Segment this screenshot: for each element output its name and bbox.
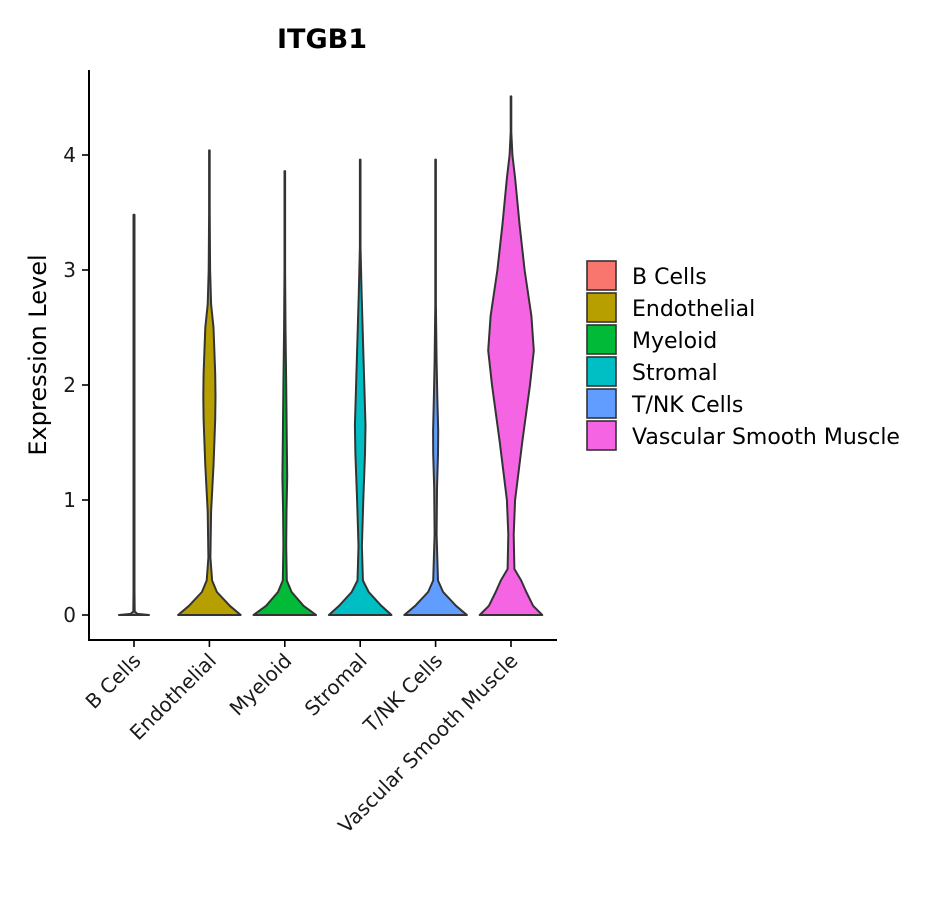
legend-label-endothelial: Endothelial bbox=[632, 297, 755, 322]
x-tick-label-stromal: Stromal bbox=[300, 649, 372, 721]
violin-myeloid bbox=[252, 170, 318, 616]
legend-label-b-cells: B Cells bbox=[632, 265, 707, 290]
y-tick-label: 0 bbox=[63, 603, 76, 627]
y-axis-ticks: 0 1 2 3 4 bbox=[63, 143, 89, 627]
legend-label-myeloid: Myeloid bbox=[632, 329, 717, 354]
violin-group bbox=[118, 95, 544, 616]
violin-endothelial bbox=[177, 149, 242, 616]
violin-stromal bbox=[327, 158, 393, 616]
legend-key-b-cells bbox=[586, 260, 617, 291]
legend-key-endothelial bbox=[586, 292, 617, 323]
y-tick-label: 4 bbox=[63, 143, 76, 167]
legend-key-vascular-smooth-muscle bbox=[586, 420, 617, 451]
x-tick-label-myeloid: Myeloid bbox=[225, 649, 297, 721]
x-tick-label-b-cells: B Cells bbox=[81, 649, 146, 714]
legend: B Cells Endothelial Myeloid Stromal T/NK Cel… bbox=[586, 260, 900, 451]
y-tick-label: 3 bbox=[63, 258, 76, 282]
legend-label-stromal: Stromal bbox=[632, 361, 718, 386]
y-tick-label: 1 bbox=[63, 488, 76, 512]
violin-t-nk-cells bbox=[403, 158, 468, 616]
legend-key-myeloid bbox=[586, 324, 617, 355]
legend-label-vascular-smooth-muscle: Vascular Smooth Muscle bbox=[632, 425, 900, 450]
legend-label-t-nk-cells: T/NK Cells bbox=[631, 393, 743, 418]
y-axis-title: Expression Level bbox=[24, 254, 52, 455]
legend-key-t-nk-cells bbox=[586, 388, 617, 419]
chart-title: ITGB1 bbox=[277, 24, 367, 55]
violin-b-cells bbox=[118, 213, 150, 616]
legend-key-stromal bbox=[586, 356, 617, 387]
violin-vascular-smooth-muscle bbox=[478, 95, 544, 616]
y-tick-label: 2 bbox=[63, 373, 76, 397]
